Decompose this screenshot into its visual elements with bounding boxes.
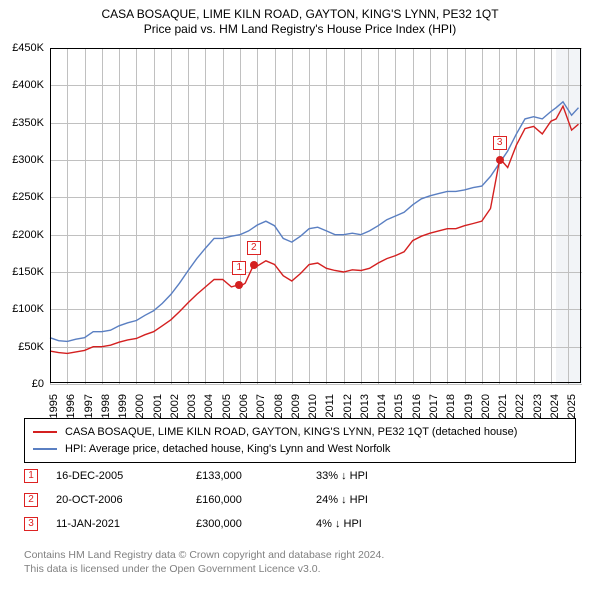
x-axis-label: 2012 — [342, 394, 354, 418]
y-axis-label: £150K — [0, 266, 44, 278]
x-axis-label: 2017 — [428, 394, 440, 418]
y-axis-label: £350K — [0, 117, 44, 129]
trans-date: 20-OCT-2006 — [56, 494, 196, 506]
trans-date: 11-JAN-2021 — [56, 518, 196, 530]
x-axis-label: 2018 — [445, 394, 457, 418]
x-axis-label: 2025 — [566, 394, 578, 418]
footer-line-1: Contains HM Land Registry data © Crown c… — [24, 548, 384, 562]
y-axis-label: £400K — [0, 79, 44, 91]
y-axis-label: £0 — [0, 378, 44, 390]
x-axis-label: 2001 — [152, 394, 164, 418]
marker-3-icon: 3 — [24, 517, 38, 531]
x-axis-label: 2011 — [324, 394, 336, 418]
trans-price: £160,000 — [196, 494, 316, 506]
legend-label-blue: HPI: Average price, detached house, King… — [65, 441, 390, 458]
legend-swatch-red — [33, 431, 57, 433]
x-axis-label: 2024 — [549, 394, 561, 418]
x-axis-label: 2002 — [169, 394, 181, 418]
footer-line-2: This data is licensed under the Open Gov… — [24, 562, 384, 576]
x-axis-label: 2013 — [359, 394, 371, 418]
legend-row-price: CASA BOSAQUE, LIME KILN ROAD, GAYTON, KI… — [33, 424, 567, 441]
marker-1-icon: 1 — [24, 469, 38, 483]
x-axis-label: 2003 — [186, 394, 198, 418]
x-axis-label: 1995 — [48, 394, 60, 418]
x-axis-label: 2000 — [134, 394, 146, 418]
x-axis-label: 2009 — [290, 394, 302, 418]
trans-hpi: 33% ↓ HPI — [316, 470, 436, 482]
x-axis-label: 1998 — [100, 394, 112, 418]
y-axis-label: £200K — [0, 229, 44, 241]
x-axis-label: 2008 — [273, 394, 285, 418]
trans-price: £133,000 — [196, 470, 316, 482]
x-axis-label: 1997 — [83, 394, 95, 418]
x-axis-label: 1996 — [65, 394, 77, 418]
x-axis-label: 2019 — [463, 394, 475, 418]
x-axis-label: 2021 — [497, 394, 509, 418]
x-axis-label: 2005 — [221, 394, 233, 418]
x-axis-label: 2014 — [376, 394, 388, 418]
x-axis-label: 1999 — [117, 394, 129, 418]
x-axis-label: 2004 — [203, 394, 215, 418]
legend-label-red: CASA BOSAQUE, LIME KILN ROAD, GAYTON, KI… — [65, 424, 517, 441]
chart-subtitle: Price paid vs. HM Land Registry's House … — [0, 22, 600, 40]
y-axis-label: £50K — [0, 341, 44, 353]
trans-hpi: 24% ↓ HPI — [316, 494, 436, 506]
y-axis-label: £100K — [0, 303, 44, 315]
x-axis-label: 2023 — [532, 394, 544, 418]
trans-hpi: 4% ↓ HPI — [316, 518, 436, 530]
gridline-h — [50, 384, 582, 385]
x-axis-label: 2020 — [480, 394, 492, 418]
plot-border — [50, 48, 581, 383]
table-row: 3 11-JAN-2021 £300,000 4% ↓ HPI — [24, 512, 436, 536]
legend-swatch-blue — [33, 448, 57, 450]
transactions-table: 1 16-DEC-2005 £133,000 33% ↓ HPI 2 20-OC… — [24, 464, 436, 536]
legend-row-hpi: HPI: Average price, detached house, King… — [33, 441, 567, 458]
y-axis-label: £450K — [0, 42, 44, 54]
trans-date: 16-DEC-2005 — [56, 470, 196, 482]
chart-title: CASA BOSAQUE, LIME KILN ROAD, GAYTON, KI… — [0, 0, 600, 22]
x-axis-label: 2015 — [393, 394, 405, 418]
marker-2-icon: 2 — [24, 493, 38, 507]
x-axis-label: 2010 — [307, 394, 319, 418]
trans-price: £300,000 — [196, 518, 316, 530]
x-axis-label: 2022 — [514, 394, 526, 418]
x-axis-label: 2007 — [255, 394, 267, 418]
table-row: 1 16-DEC-2005 £133,000 33% ↓ HPI — [24, 464, 436, 488]
plot-area: 123 — [50, 48, 582, 384]
legend-box: CASA BOSAQUE, LIME KILN ROAD, GAYTON, KI… — [24, 418, 576, 463]
y-axis-label: £250K — [0, 191, 44, 203]
footer-attribution: Contains HM Land Registry data © Crown c… — [24, 548, 384, 576]
table-row: 2 20-OCT-2006 £160,000 24% ↓ HPI — [24, 488, 436, 512]
x-axis-label: 2016 — [411, 394, 423, 418]
x-axis-label: 2006 — [238, 394, 250, 418]
y-axis-label: £300K — [0, 154, 44, 166]
